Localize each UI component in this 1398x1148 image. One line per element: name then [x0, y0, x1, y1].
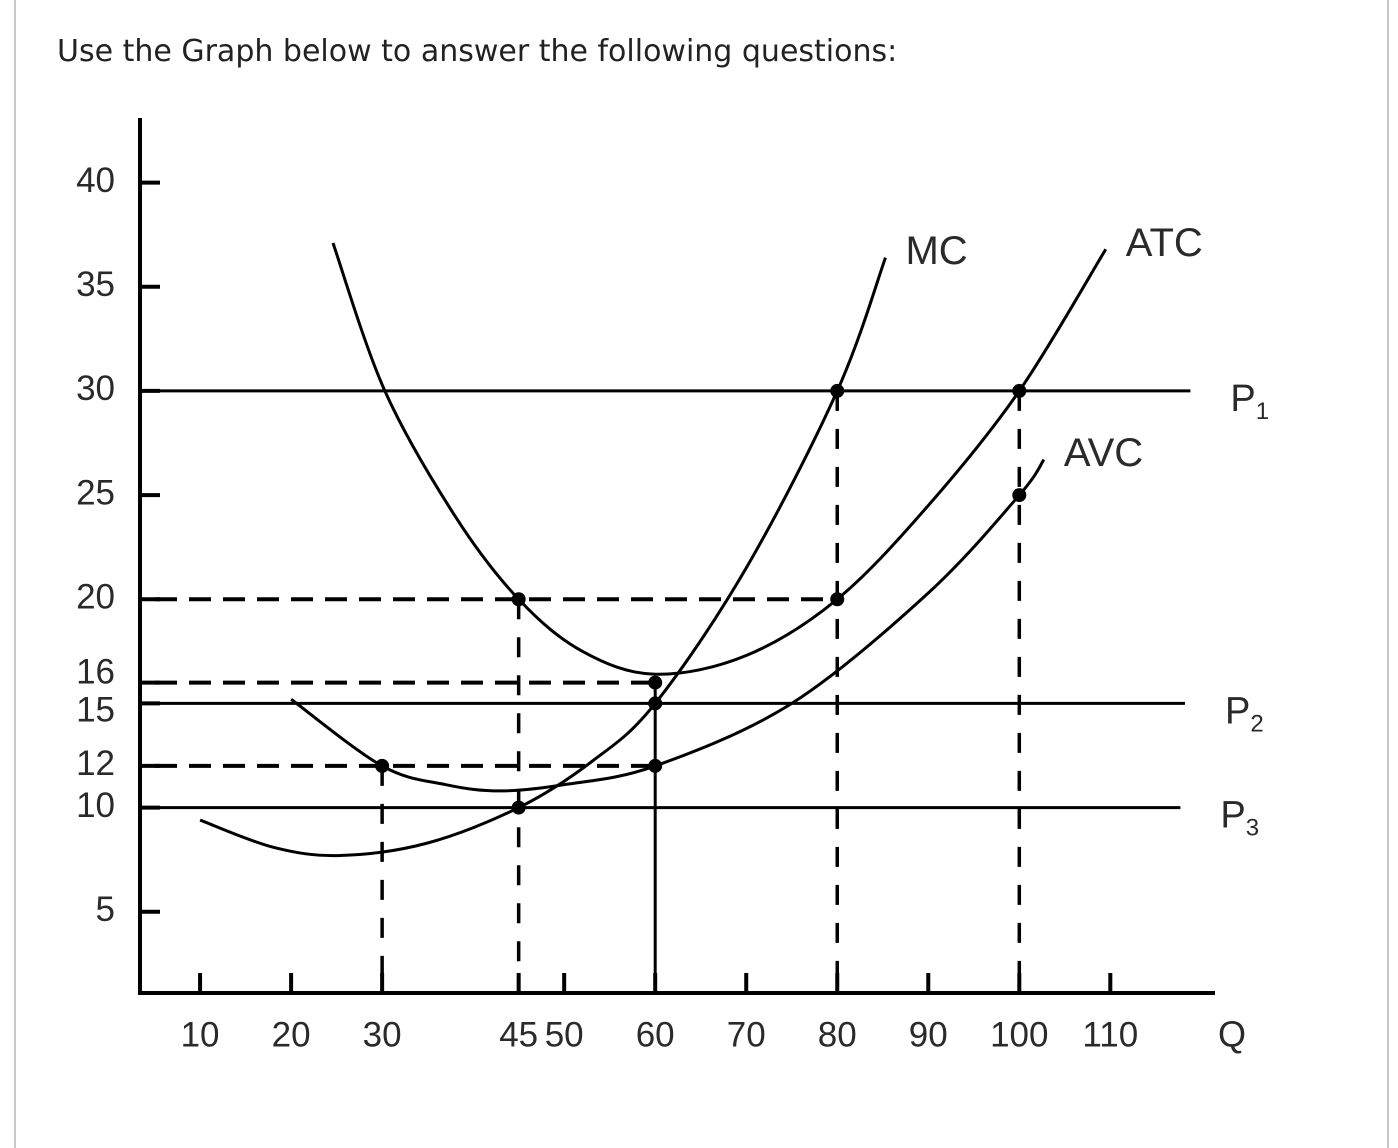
x-tick-label: 110 [1082, 1015, 1138, 1054]
price-label: P2 [1225, 690, 1264, 737]
cost-curve [199, 257, 887, 858]
price-label: P3 [1220, 795, 1259, 842]
y-tick-label: 16 [76, 652, 115, 691]
price-label-main: P [1230, 378, 1255, 420]
point [1012, 383, 1027, 398]
prompt: Use the Graph below to answer the follow… [57, 34, 898, 69]
x-axis-title: Q [1218, 1014, 1246, 1055]
curve-label: ATC [1126, 221, 1203, 265]
price-label-sub: 3 [1246, 815, 1259, 842]
y-tick-label: 25 [76, 473, 115, 512]
price-label-main: P [1225, 690, 1250, 732]
point [1012, 488, 1027, 503]
point [648, 675, 663, 690]
x-tick-label: 90 [909, 1015, 948, 1054]
y-tick-label: 20 [76, 578, 115, 617]
x-tick-label: 60 [636, 1015, 675, 1054]
curve-label: AVC [1064, 431, 1143, 475]
x-tick-label: 100 [990, 1015, 1048, 1054]
frame-right [1387, 0, 1389, 1148]
y-tick-label: 40 [76, 161, 115, 200]
x-tick-label: 50 [545, 1015, 584, 1054]
cost-curve [290, 458, 1046, 793]
y-tick-label: 12 [76, 744, 115, 783]
price-label-sub: 2 [1250, 711, 1263, 738]
point [511, 592, 526, 607]
y-tick-label: 35 [76, 265, 115, 304]
point [648, 696, 663, 711]
x-tick-label: 45 [499, 1015, 538, 1054]
y-tick-label: 30 [76, 369, 115, 408]
point [648, 758, 663, 773]
x-tick-label: 20 [272, 1015, 311, 1054]
x-tick-label: 70 [727, 1015, 766, 1054]
price-label-sub: 1 [1256, 398, 1269, 425]
frame-left [14, 0, 16, 1148]
point [375, 758, 390, 773]
y-tick-label: 10 [76, 786, 115, 825]
x-tick-label: 10 [181, 1015, 220, 1054]
x-tick-label: 30 [363, 1015, 402, 1054]
point [830, 383, 845, 398]
point [830, 592, 845, 607]
cost-curve [331, 242, 1108, 676]
y-tick-label: 5 [96, 890, 115, 929]
price-label: P1 [1230, 378, 1269, 425]
price-label-main: P [1220, 795, 1245, 837]
point [511, 800, 526, 815]
x-tick-label: 80 [818, 1015, 857, 1054]
curve-label: MC [905, 229, 967, 273]
y-tick-label: 15 [76, 690, 115, 729]
